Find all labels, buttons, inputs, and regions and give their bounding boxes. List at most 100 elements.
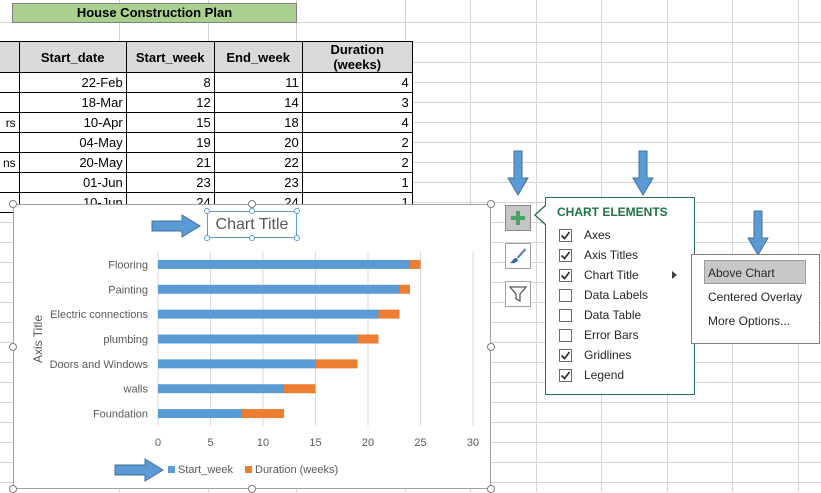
submenu-item-above-chart[interactable]: Above Chart	[708, 266, 775, 280]
table-cell[interactable]: 2	[301, 132, 413, 153]
bar-chart-plot: 0 5 10 15 20 25 30 Flooring Painting Electric con…	[50, 252, 479, 476]
table-header-cell[interactable]: Start_week	[125, 41, 215, 73]
table-cell[interactable]: 20-May	[18, 152, 127, 173]
table-cell[interactable]: 4	[301, 72, 413, 93]
legend-label: Start_week	[178, 464, 234, 476]
table-cell[interactable]: 22	[213, 152, 303, 173]
title-handle[interactable]	[294, 208, 300, 214]
table-cell[interactable]: 04-May	[18, 132, 127, 153]
option-data-labels[interactable]: Data Labels	[559, 286, 648, 304]
submenu-item-centered-overlay[interactable]: Centered Overlay	[708, 290, 803, 304]
submenu-item-more-options[interactable]: More Options...	[708, 314, 791, 328]
option-legend[interactable]: Legend	[559, 366, 624, 384]
table-cell[interactable]: rs	[0, 112, 20, 133]
title-handle[interactable]	[249, 235, 255, 241]
option-axes[interactable]: Axes	[559, 226, 611, 244]
right-arrow-annotation-icon	[114, 458, 164, 482]
table-cell[interactable]	[0, 92, 20, 113]
resize-handle-right[interactable]	[487, 343, 495, 351]
chart-area[interactable]	[13, 204, 491, 489]
table-cell[interactable]: 4	[301, 112, 413, 133]
checkbox-unchecked[interactable]	[559, 328, 572, 342]
bar-segment-start-week	[158, 309, 379, 319]
option-data-table[interactable]: Data Table	[559, 306, 641, 324]
table-cell[interactable]	[0, 132, 20, 153]
sheet-title-cell[interactable]: House Construction Plan	[12, 3, 297, 23]
table-cell[interactable]: 11	[213, 72, 303, 93]
option-label: Error Bars	[584, 328, 639, 342]
table-cell[interactable]: 3	[301, 92, 413, 113]
checkbox-checked[interactable]	[559, 348, 572, 362]
vertical-axis-title[interactable]: Axis Title	[31, 315, 45, 364]
table-cell[interactable]: 22-Feb	[18, 72, 127, 93]
resize-handle-top[interactable]	[248, 200, 256, 208]
table-cell[interactable]: 01-Jun	[18, 172, 127, 193]
title-handle[interactable]	[294, 235, 300, 241]
category-label: Flooring	[108, 259, 148, 271]
table-header-cell[interactable]: Start_date	[18, 41, 127, 73]
table-header-cell[interactable]: End_week	[213, 41, 303, 73]
table-header-cell[interactable]: Duration (weeks)	[301, 41, 413, 73]
table-row: ns 20-May 21 22 2	[0, 152, 413, 173]
paintbrush-icon	[510, 248, 526, 264]
chart-filters-button[interactable]	[505, 281, 531, 307]
checkbox-checked[interactable]	[559, 368, 572, 382]
chart-title[interactable]: Chart Title	[207, 211, 297, 238]
x-tick-label: 5	[207, 437, 213, 449]
down-arrow-annotation-icon	[632, 150, 654, 196]
bar-segment-duration	[378, 309, 400, 319]
resize-handle-left[interactable]	[9, 343, 17, 351]
option-chart-title[interactable]: Chart Title	[559, 266, 639, 284]
table-cell[interactable]: 8	[125, 72, 215, 93]
option-label: Chart Title	[584, 268, 639, 282]
table-cell[interactable]: 21	[125, 152, 215, 173]
table-cell[interactable]: 2	[301, 152, 413, 173]
option-error-bars[interactable]: Error Bars	[559, 326, 639, 344]
title-handle[interactable]	[204, 235, 210, 241]
checkbox-unchecked[interactable]	[559, 288, 572, 302]
chart-styles-button[interactable]	[505, 243, 531, 269]
grid-line	[732, 0, 733, 492]
table-cell[interactable]: 23	[125, 172, 215, 193]
legend-label: Duration (weeks)	[255, 464, 338, 476]
option-axis-titles[interactable]: Axis Titles	[559, 246, 638, 264]
checkbox-checked[interactable]	[559, 248, 572, 262]
checkmark-icon	[560, 231, 571, 240]
table-cell[interactable]: 18	[213, 112, 303, 133]
checkmark-icon	[560, 371, 571, 380]
table-row: 01-Jun 23 23 1	[0, 172, 413, 193]
submenu-highlight	[704, 260, 806, 284]
bar-segment-duration	[284, 384, 316, 394]
grid-line	[536, 0, 537, 492]
table-cell[interactable]: 19	[125, 132, 215, 153]
table-cell[interactable]: ns	[0, 152, 20, 173]
table-cell[interactable]	[0, 72, 20, 93]
table-cell[interactable]: 12	[125, 92, 215, 113]
table-cell[interactable]	[0, 172, 20, 193]
x-tick-label: 30	[467, 437, 479, 449]
table-header-cell[interactable]	[0, 41, 20, 73]
checkbox-checked[interactable]	[559, 228, 572, 242]
table-header-row: Start_date Start_week End_week Duration …	[0, 41, 413, 73]
title-handle[interactable]	[249, 208, 255, 214]
submenu-arrow-icon[interactable]	[672, 271, 677, 279]
plus-icon	[511, 211, 525, 225]
panel-heading: CHART ELEMENTS	[557, 205, 668, 219]
table-cell[interactable]: 20	[213, 132, 303, 153]
table-cell[interactable]: 10-Apr	[18, 112, 127, 133]
checkbox-checked[interactable]	[559, 268, 572, 282]
option-label: Axes	[584, 228, 611, 242]
title-handle[interactable]	[204, 208, 210, 214]
table-cell[interactable]: 1	[301, 172, 413, 193]
table-cell[interactable]: 15	[125, 112, 215, 133]
table-cell[interactable]: 14	[213, 92, 303, 113]
option-gridlines[interactable]: Gridlines	[559, 346, 631, 364]
table-cell[interactable]: 23	[213, 172, 303, 193]
resize-handle-top-right[interactable]	[487, 200, 495, 208]
x-tick-label: 10	[257, 437, 269, 449]
chart-elements-button[interactable]	[505, 205, 531, 231]
bar-segment-start-week	[158, 359, 316, 369]
table-cell[interactable]: 18-Mar	[18, 92, 127, 113]
resize-handle-top-left[interactable]	[9, 200, 17, 208]
checkbox-unchecked[interactable]	[559, 308, 572, 322]
